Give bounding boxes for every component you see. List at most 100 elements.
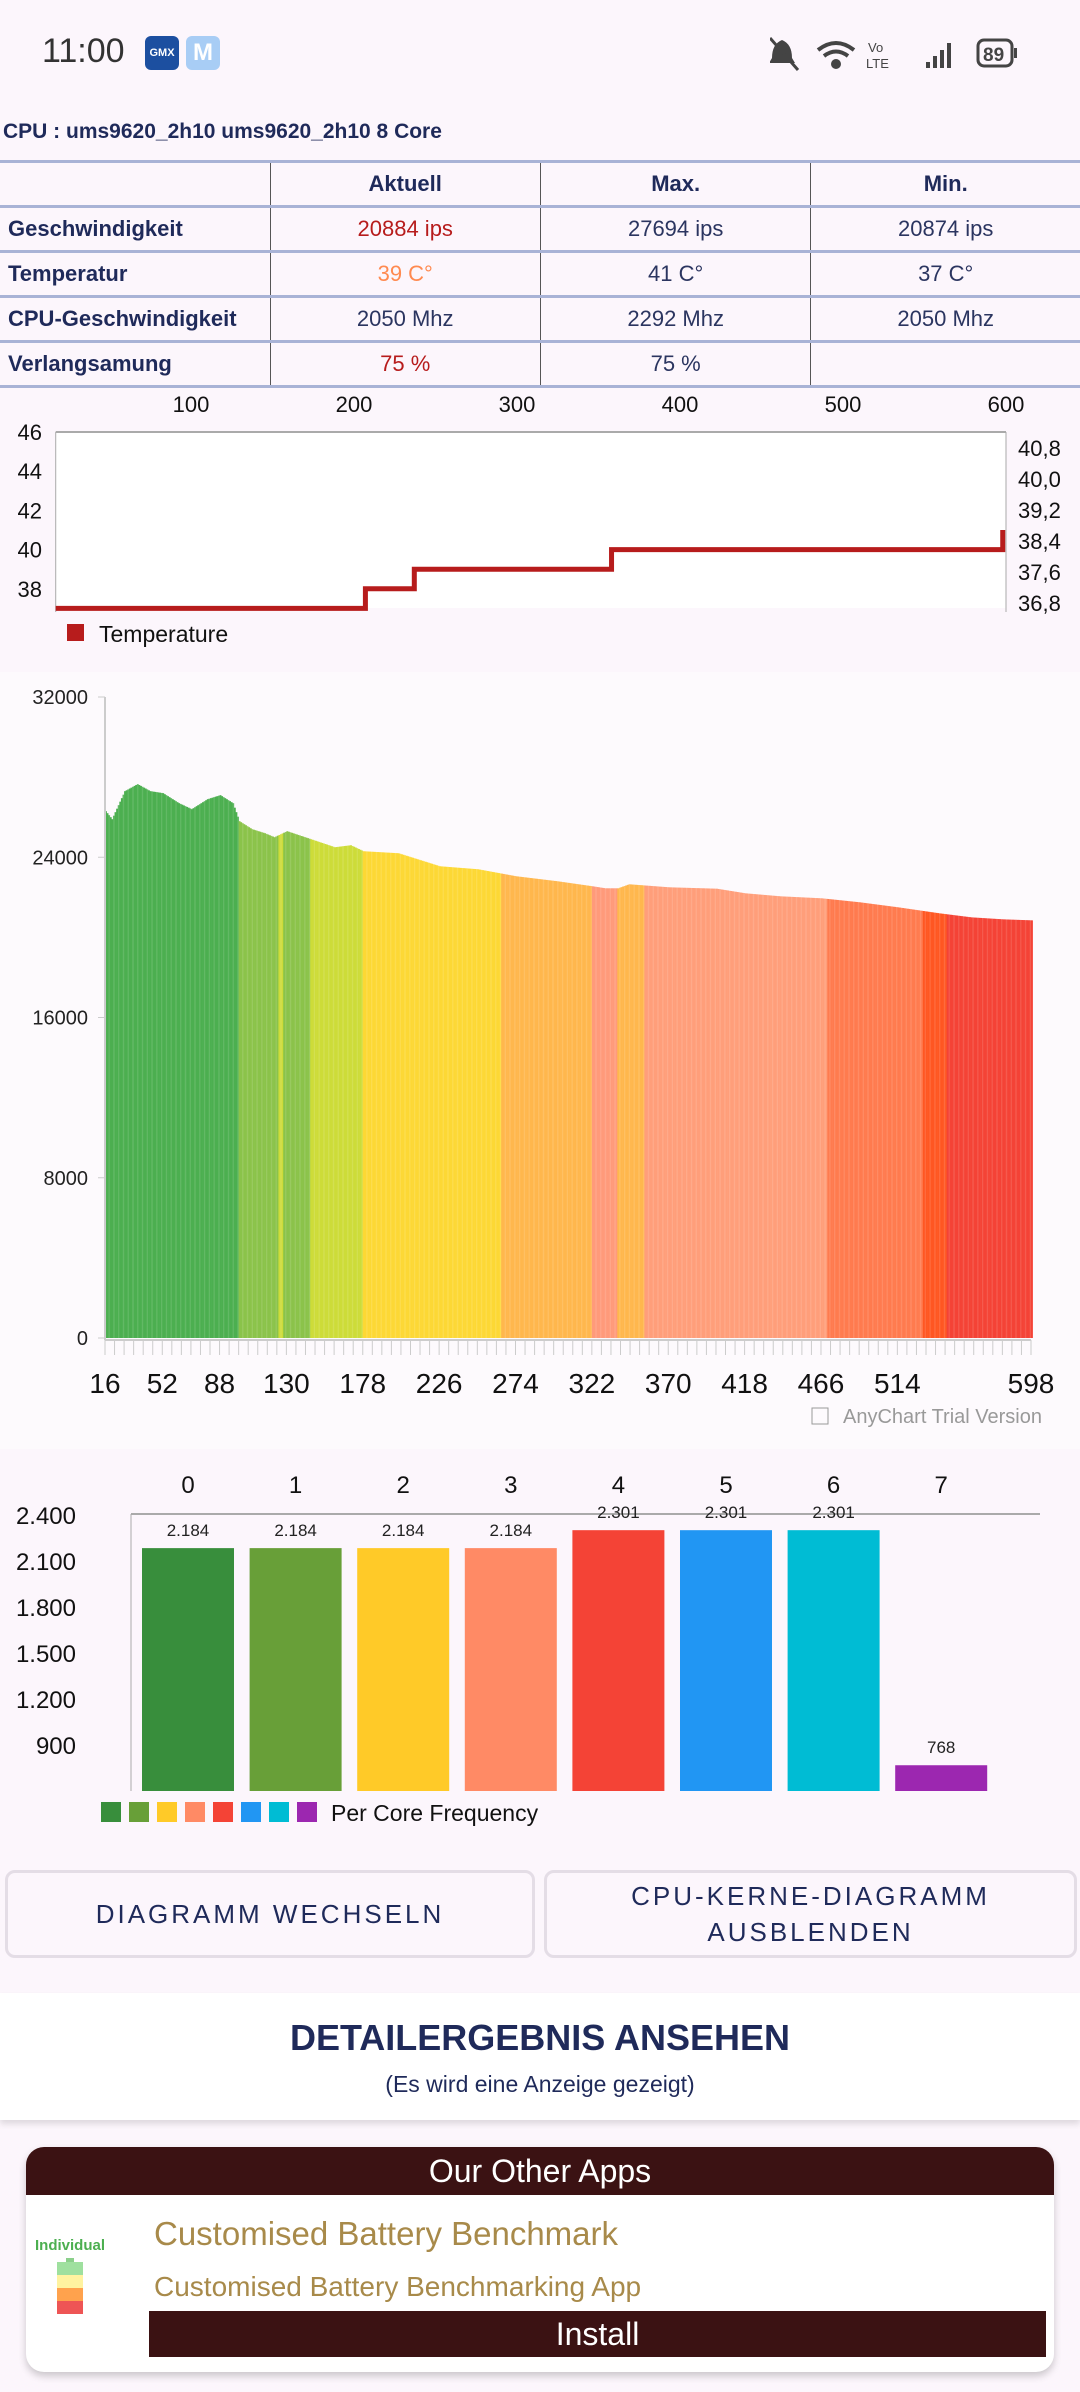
bar [976,917,979,1338]
bar [350,845,352,1338]
bar [410,857,413,1338]
bar [723,889,726,1338]
bar [540,879,543,1338]
bar [133,785,136,1338]
mail-icon: M [186,36,220,70]
bar [614,888,617,1338]
bar [717,888,720,1338]
bar [830,899,833,1338]
bar [536,878,539,1338]
app-name[interactable]: Customised Battery Benchmark [154,2215,619,2252]
bar [913,909,916,1338]
bar [324,844,327,1338]
bar [647,885,650,1338]
y-tick-label-left: 44 [18,459,42,484]
bar [451,867,454,1338]
bar [391,852,394,1338]
bar [1029,920,1032,1338]
bar [556,881,559,1338]
bar [407,856,410,1338]
cell: 75 % [269,340,541,388]
bar [477,869,480,1338]
bar [1013,919,1016,1338]
x-category-label: 1 [289,1472,302,1499]
bar [295,834,298,1338]
bar [649,885,652,1338]
svg-text:LTE: LTE [866,56,889,71]
stats-table: Aktuell Max. Min. Geschwindigkeit 20884 i… [0,160,1080,388]
bar [170,798,173,1338]
bar [322,843,325,1338]
bar [583,885,586,1338]
x-tick-label: 500 [825,392,862,417]
bar [870,903,873,1338]
temperature-line [55,530,1006,611]
bar [887,906,890,1338]
bar [424,861,427,1338]
bar [588,885,591,1338]
header-cell: Max. [539,160,811,208]
bar [701,888,704,1338]
bar [680,1530,772,1791]
y-tick-label: 2.400 [16,1503,76,1530]
bar [650,885,653,1338]
bar [809,897,812,1338]
bar [260,832,263,1338]
bar [715,888,718,1338]
bar [692,887,695,1338]
view-details-button[interactable]: DETAILERGEBNIS ANSEHEN (Es wird eine Anz… [0,1993,1080,2120]
bar [426,862,429,1338]
bar [377,852,379,1338]
bar [1024,920,1027,1338]
bar [427,862,430,1338]
bar [189,808,192,1338]
bar [128,788,131,1338]
bar [814,898,817,1338]
bar [264,833,267,1338]
hide-core-chart-button[interactable]: CPU-KERNE-DIAGRAMM AUSBLENDEN [544,1870,1077,1958]
bar [1026,920,1029,1338]
bar [160,792,163,1338]
bar [978,917,981,1338]
bar [171,799,174,1338]
bar [248,827,251,1338]
bar [259,831,262,1338]
bar [733,891,736,1338]
bell-off-icon [770,37,800,71]
bar [631,884,634,1338]
bar [626,884,629,1338]
y-tick-label-right: 36,8 [1018,591,1061,616]
bar [859,902,862,1338]
bar [902,908,905,1338]
y-tick-label-right: 39,2 [1018,498,1061,523]
bar [609,888,612,1338]
bar [741,892,744,1338]
bar [661,886,664,1338]
bar [738,892,741,1338]
bar [224,798,227,1338]
switch-chart-button[interactable]: DIAGRAMM WECHSELN [5,1870,535,1958]
bar [916,910,919,1338]
bar [873,904,876,1338]
bar [421,860,424,1338]
bar [1019,919,1022,1338]
bar [736,892,739,1338]
bar [512,875,515,1338]
bar [537,878,540,1338]
bar-value-label: 2.184 [167,1521,210,1540]
bar [119,801,122,1338]
x-tick-label: 600 [988,392,1025,417]
cell: 2050 Mhz [269,295,541,343]
bar [346,845,349,1338]
bar [313,840,316,1338]
install-button[interactable]: Install [149,2311,1046,2357]
bar [194,807,196,1338]
bar [591,886,594,1338]
bar [633,884,636,1338]
app-icon[interactable]: Individual [30,2237,110,2319]
bar [412,857,414,1338]
bar [518,876,521,1338]
bar [485,870,488,1338]
core-frequency-chart: 2.400 2.100 1.800 1.500 1.200 900 0 2.184 1 2.184… [16,1472,1040,1826]
x-tick-label: 400 [662,392,699,417]
